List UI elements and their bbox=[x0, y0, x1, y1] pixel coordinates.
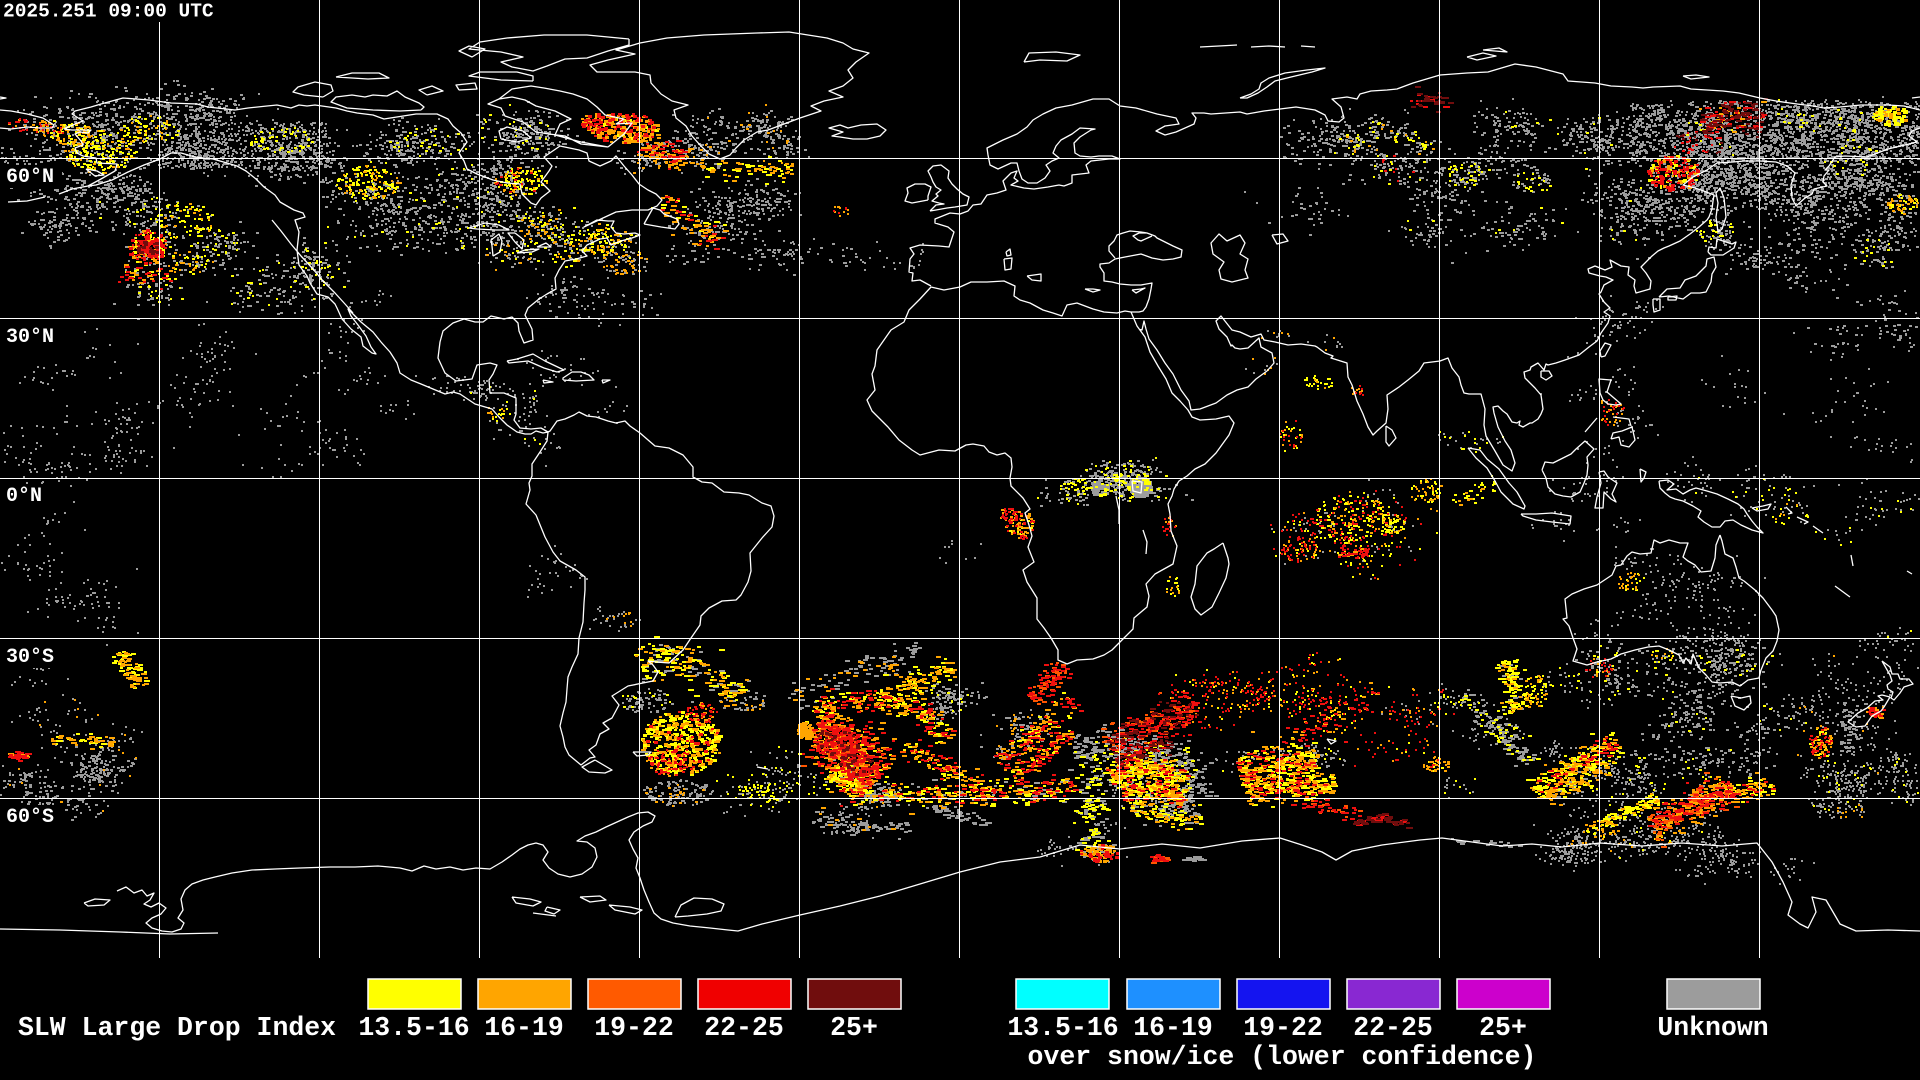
svg-text:over snow/ice (lower confidenc: over snow/ice (lower confidence) bbox=[1028, 1042, 1537, 1072]
svg-text:16-19: 16-19 bbox=[1133, 1013, 1213, 1043]
svg-text:16-19: 16-19 bbox=[484, 1013, 564, 1043]
svg-text:22-25: 22-25 bbox=[1353, 1013, 1433, 1043]
svg-text:19-22: 19-22 bbox=[1243, 1013, 1323, 1043]
svg-text:13.5-16: 13.5-16 bbox=[1007, 1013, 1118, 1043]
svg-text:25+: 25+ bbox=[1479, 1013, 1527, 1043]
svg-text:22-25: 22-25 bbox=[704, 1013, 784, 1043]
svg-text:30°S: 30°S bbox=[6, 646, 54, 669]
svg-text:2025.251 09:00 UTC: 2025.251 09:00 UTC bbox=[3, 1, 214, 23]
svg-text:30°N: 30°N bbox=[6, 326, 54, 349]
svg-text:19-22: 19-22 bbox=[594, 1013, 674, 1043]
svg-text:13.5-16: 13.5-16 bbox=[358, 1013, 469, 1043]
svg-text:Unknown: Unknown bbox=[1657, 1013, 1768, 1043]
svg-text:25+: 25+ bbox=[830, 1013, 878, 1043]
svg-text:0°N: 0°N bbox=[6, 485, 42, 508]
svg-text:SLW Large Drop Index: SLW Large Drop Index bbox=[18, 1013, 336, 1043]
svg-text:60°N: 60°N bbox=[6, 166, 54, 189]
svg-text:60°S: 60°S bbox=[6, 806, 54, 829]
